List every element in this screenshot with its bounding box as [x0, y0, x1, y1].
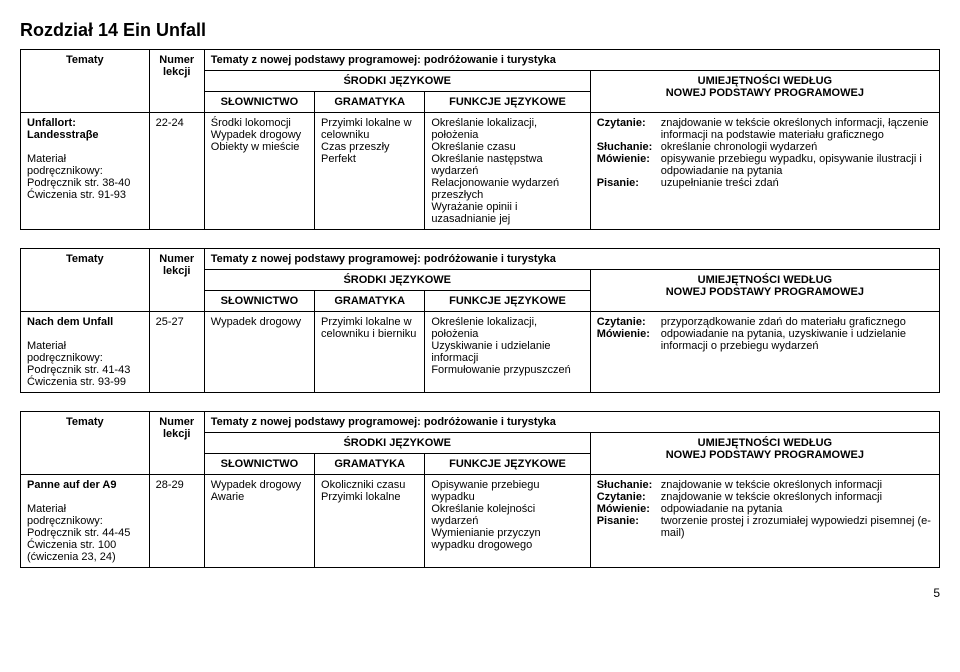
funkcje-cell: Określanie lokalizacji, położeniaOkreśla… — [425, 113, 590, 230]
skill-text: określanie chronologii wydarzeń — [661, 141, 933, 153]
skill-label: Słuchanie: — [597, 141, 661, 153]
numer-cell: 22-24 — [149, 113, 204, 230]
header-funkcje: FUNKCJE JĘZYKOWE — [425, 92, 590, 113]
header-numer: Numer lekcji — [149, 412, 204, 475]
skill-row: Mówienie:odpowiadanie na pytania — [597, 503, 933, 515]
material-lines: Podręcznik str. 41-43Ćwiczenia str. 93-9… — [27, 364, 143, 388]
skill-label: Mówienie: — [597, 153, 661, 177]
skill-label: Czytanie: — [597, 117, 661, 141]
nowa-podstawa: Tematy z nowej podstawy programowej: pod… — [204, 249, 939, 270]
gramatyka-cell: Okoliczniki czasuPrzyimki lokalne — [315, 475, 425, 568]
skill-text: znajdowanie w tekście określonych inform… — [661, 117, 933, 141]
funkcje-cell: Opisywanie przebiegu wypadkuOkreślanie k… — [425, 475, 590, 568]
slownictwo-cell: Środki lokomocjiWypadek drogowyObiekty w… — [204, 113, 314, 230]
skill-text: odpowiadanie na pytania — [661, 503, 933, 515]
header-umiejetnosci: UMIEJĘTNOŚCI WEDŁUGNOWEJ PODSTAWY PROGRA… — [590, 71, 939, 113]
skill-text: przyporządkowanie zdań do materiału graf… — [661, 316, 933, 328]
skill-text: tworzenie prostej i zrozumiałej wypowied… — [661, 515, 933, 539]
skill-row: Słuchanie:określanie chronologii wydarze… — [597, 141, 933, 153]
chapter-title: Rozdział 14 Ein Unfall — [20, 20, 940, 41]
skills-cell: Czytanie:przyporządkowanie zdań do mater… — [590, 312, 939, 393]
header-srodki: ŚRODKI JĘZYKOWE — [204, 433, 590, 454]
skill-text: znajdowanie w tekście określonych inform… — [661, 479, 933, 491]
header-slownictwo: SŁOWNICTWO — [204, 92, 314, 113]
skill-text: znajdowanie w tekście określonych inform… — [661, 491, 933, 503]
funkcje-cell: Określenie lokalizacji, położeniaUzyskiw… — [425, 312, 590, 393]
skill-row: Czytanie:znajdowanie w tekście określony… — [597, 117, 933, 141]
material-label: Materiał podręcznikowy: — [27, 503, 143, 527]
skill-row: Słuchanie:znajdowanie w tekście określon… — [597, 479, 933, 491]
section-title-cell: Unfallort: Landesstraβe Materiał podręczn… — [21, 113, 150, 230]
section-table: TematyNumer lekcjiTematy z nowej podstaw… — [20, 49, 940, 230]
header-gramatyka: GRAMATYKA — [315, 92, 425, 113]
skill-label: Słuchanie: — [597, 479, 661, 491]
skill-label: Czytanie: — [597, 491, 661, 503]
section-title: Panne auf der A9 — [27, 479, 143, 491]
header-numer: Numer lekcji — [149, 50, 204, 113]
skill-row: Pisanie:tworzenie prostej i zrozumiałej … — [597, 515, 933, 539]
skills-cell: Czytanie:znajdowanie w tekście określony… — [590, 113, 939, 230]
header-funkcje: FUNKCJE JĘZYKOWE — [425, 454, 590, 475]
section-title-cell: Panne auf der A9 Materiał podręcznikowy:P… — [21, 475, 150, 568]
header-funkcje: FUNKCJE JĘZYKOWE — [425, 291, 590, 312]
material-label: Materiał podręcznikowy: — [27, 153, 143, 177]
skill-text: opisywanie przebiegu wypadku, opisywanie… — [661, 153, 933, 177]
skill-label: Czytanie: — [597, 316, 661, 328]
skill-text: uzupełnianie treści zdań — [661, 177, 933, 189]
slownictwo-cell: Wypadek drogowyAwarie — [204, 475, 314, 568]
section-title: Nach dem Unfall — [27, 316, 143, 328]
header-umiejetnosci: UMIEJĘTNOŚCI WEDŁUGNOWEJ PODSTAWY PROGRA… — [590, 433, 939, 475]
material-label: Materiał podręcznikowy: — [27, 340, 143, 364]
section-table: TematyNumer lekcjiTematy z nowej podstaw… — [20, 248, 940, 393]
skills-cell: Słuchanie:znajdowanie w tekście określon… — [590, 475, 939, 568]
header-srodki: ŚRODKI JĘZYKOWE — [204, 270, 590, 291]
section-title-cell: Nach dem Unfall Materiał podręcznikowy:Po… — [21, 312, 150, 393]
header-srodki: ŚRODKI JĘZYKOWE — [204, 71, 590, 92]
slownictwo-cell: Wypadek drogowy — [204, 312, 314, 393]
skill-label: Pisanie: — [597, 515, 661, 539]
header-gramatyka: GRAMATYKA — [315, 291, 425, 312]
gramatyka-cell: Przyimki lokalne w celownikuCzas przeszł… — [315, 113, 425, 230]
numer-cell: 28-29 — [149, 475, 204, 568]
header-umiejetnosci: UMIEJĘTNOŚCI WEDŁUGNOWEJ PODSTAWY PROGRA… — [590, 270, 939, 312]
header-slownictwo: SŁOWNICTWO — [204, 291, 314, 312]
nowa-podstawa: Tematy z nowej podstawy programowej: pod… — [204, 50, 939, 71]
skill-text: odpowiadanie na pytania, uzyskiwanie i u… — [661, 328, 933, 352]
material-lines: Podręcznik str. 44-45Ćwiczenia str. 100 … — [27, 527, 143, 563]
numer-cell: 25-27 — [149, 312, 204, 393]
nowa-podstawa: Tematy z nowej podstawy programowej: pod… — [204, 412, 939, 433]
header-tematy: Tematy — [21, 50, 150, 113]
skill-row: Mówienie:odpowiadanie na pytania, uzyski… — [597, 328, 933, 352]
header-gramatyka: GRAMATYKA — [315, 454, 425, 475]
section-title: Unfallort: Landesstraβe — [27, 117, 143, 141]
header-slownictwo: SŁOWNICTWO — [204, 454, 314, 475]
skill-label: Pisanie: — [597, 177, 661, 189]
skill-label: Mówienie: — [597, 503, 661, 515]
material-lines: Podręcznik str. 38-40Ćwiczenia str. 91-9… — [27, 177, 143, 201]
skill-label: Mówienie: — [597, 328, 661, 352]
skill-row: Czytanie:znajdowanie w tekście określony… — [597, 491, 933, 503]
page-number: 5 — [20, 586, 940, 600]
skill-row: Mówienie:opisywanie przebiegu wypadku, o… — [597, 153, 933, 177]
skill-row: Pisanie:uzupełnianie treści zdań — [597, 177, 933, 189]
skill-row: Czytanie:przyporządkowanie zdań do mater… — [597, 316, 933, 328]
section-table: TematyNumer lekcjiTematy z nowej podstaw… — [20, 411, 940, 568]
header-tematy: Tematy — [21, 249, 150, 312]
gramatyka-cell: Przyimki lokalne w celowniku i bierniku — [315, 312, 425, 393]
header-numer: Numer lekcji — [149, 249, 204, 312]
header-tematy: Tematy — [21, 412, 150, 475]
